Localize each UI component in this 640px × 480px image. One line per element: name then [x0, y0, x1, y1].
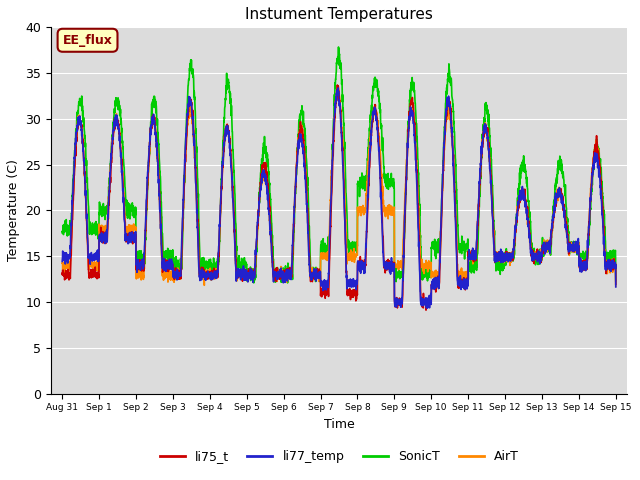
SonicT: [154, 135, 162, 141]
SonicT: [335, 44, 342, 50]
Line: SonicT: SonicT: [62, 47, 616, 283]
li77_temp: [602, 263, 609, 268]
X-axis label: Time: Time: [324, 418, 355, 431]
Line: li75_t: li75_t: [62, 85, 616, 310]
li77_temp: [154, 168, 162, 174]
SonicT: [542, 239, 550, 244]
li77_temp: [334, 85, 342, 91]
li77_temp: [612, 284, 620, 290]
li75_t: [271, 275, 278, 280]
li77_temp: [271, 272, 278, 277]
li77_temp: [294, 138, 302, 144]
AirT: [58, 261, 66, 266]
li75_t: [542, 240, 550, 246]
SonicT: [271, 269, 278, 275]
AirT: [541, 243, 549, 249]
li75_t: [612, 281, 620, 287]
Legend: li75_t, li77_temp, SonicT, AirT: li75_t, li77_temp, SonicT, AirT: [154, 445, 524, 468]
SonicT: [295, 124, 303, 130]
li77_temp: [424, 305, 431, 311]
AirT: [271, 272, 278, 277]
AirT: [335, 87, 342, 93]
li75_t: [602, 257, 609, 263]
Y-axis label: Temperature (C): Temperature (C): [7, 159, 20, 262]
AirT: [154, 167, 162, 172]
AirT: [601, 256, 609, 262]
SonicT: [122, 188, 129, 193]
SonicT: [58, 230, 66, 236]
SonicT: [250, 280, 258, 286]
li75_t: [422, 307, 430, 313]
AirT: [122, 219, 129, 225]
Text: EE_flux: EE_flux: [63, 34, 113, 47]
li75_t: [58, 270, 66, 276]
li75_t: [294, 138, 302, 144]
AirT: [612, 283, 620, 289]
SonicT: [602, 237, 609, 242]
SonicT: [612, 278, 620, 284]
li77_temp: [542, 245, 550, 251]
AirT: [294, 135, 302, 141]
Line: AirT: AirT: [62, 90, 616, 286]
Line: li77_temp: li77_temp: [62, 88, 616, 308]
li75_t: [333, 82, 341, 88]
li75_t: [122, 228, 129, 233]
li75_t: [154, 168, 162, 173]
li77_temp: [58, 259, 66, 264]
li77_temp: [122, 238, 129, 244]
Title: Instument Temperatures: Instument Temperatures: [245, 7, 433, 22]
